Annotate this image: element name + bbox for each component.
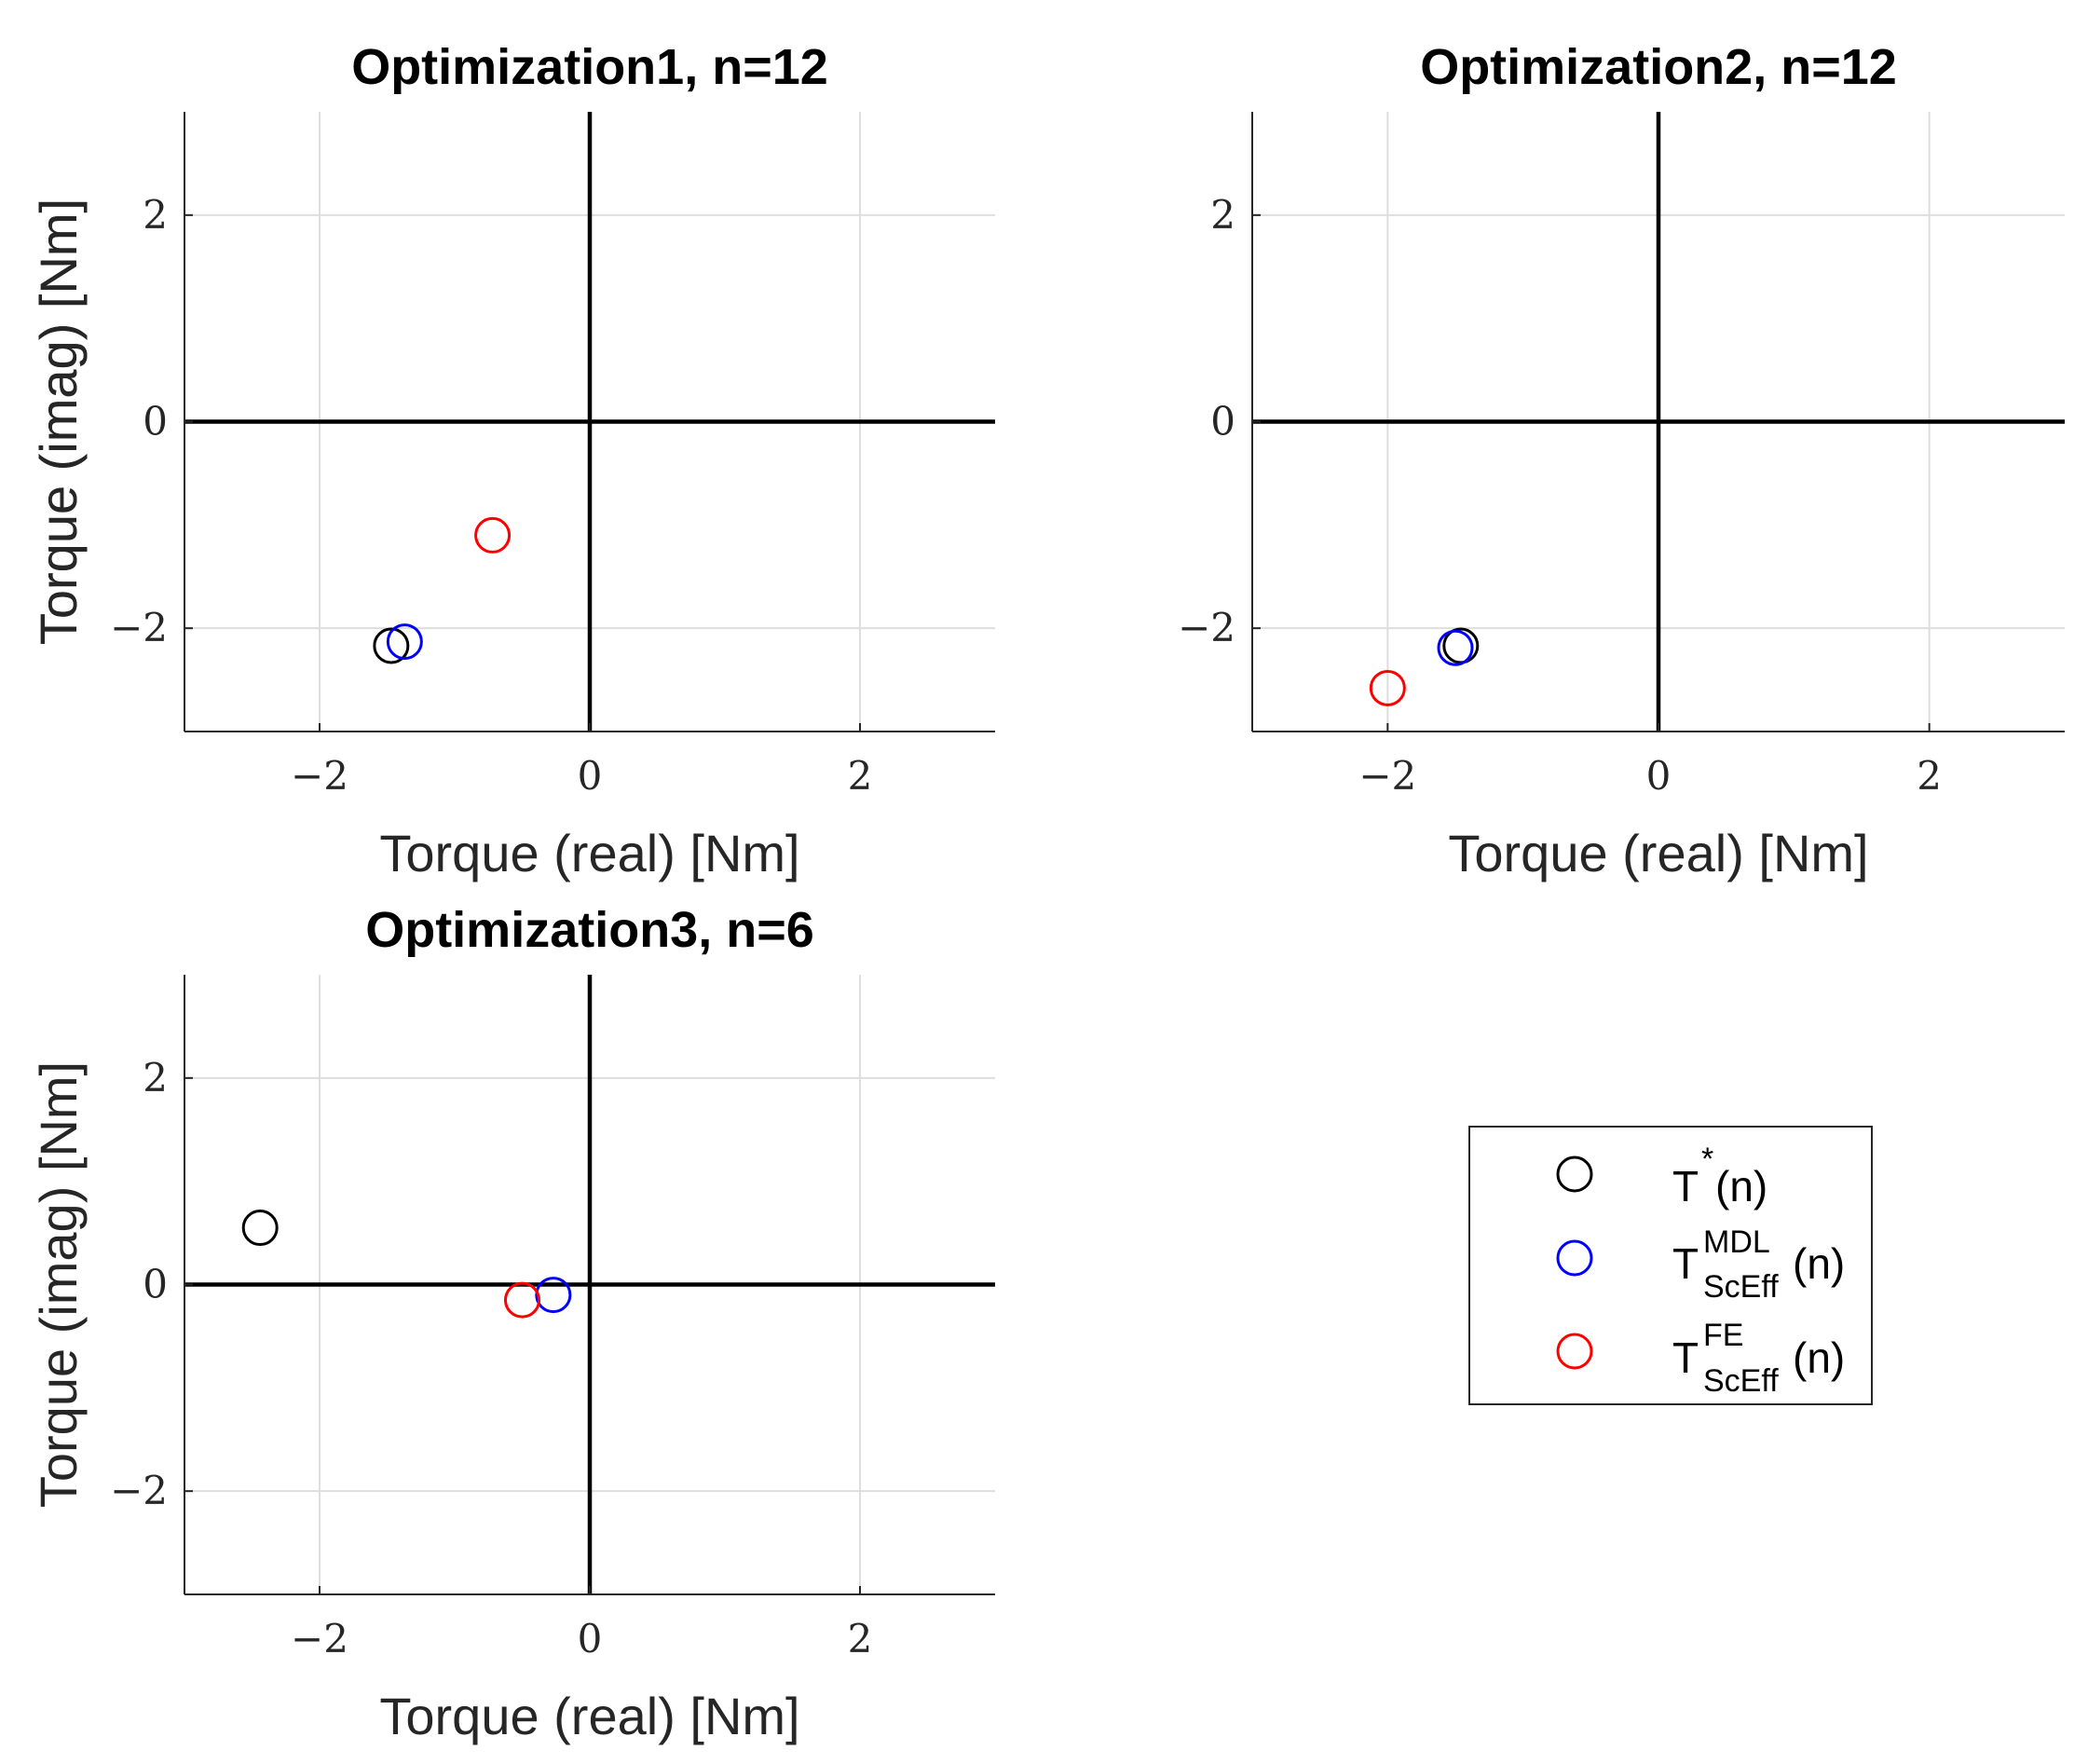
legend-text-sub: ScEff [1703, 1269, 1779, 1305]
data-point [504, 1281, 540, 1319]
legend: T * (n) T MDL ScEff (n) T FE ScEff (n) [1468, 1126, 1873, 1405]
x-tick-label: −2 [1358, 753, 1416, 799]
x-tick-label: 0 [1646, 753, 1672, 799]
subplot: −2 0 2 −2 0 2 Optimization3, n=6 Torque (real) … [29, 902, 995, 1745]
subplot: −2 0 2 −2 0 2 Optimization2, n=12 Torque (real)… [29, 39, 2065, 882]
legend-box [1468, 1126, 1873, 1405]
x-tick-label: 0 [578, 1616, 603, 1661]
data-point [474, 516, 512, 554]
y-axis-label: Torque (imag) [Nm] [29, 1061, 88, 1508]
chart-title: Optimization1, n=12 [351, 39, 828, 95]
legend-text-sub: ScEff [1703, 1363, 1779, 1399]
x-tick-label: 2 [1917, 753, 1942, 799]
data-point [535, 1277, 572, 1314]
y-tick-label: 0 [143, 399, 168, 444]
y-axis-label: Torque (imag) [Nm] [29, 198, 88, 645]
subplots: −2 0 2 −2 0 2 Optimization1, n=12 Torque (real)… [29, 39, 2065, 1745]
x-axis-label: Torque (real) [Nm] [379, 824, 799, 882]
x-tick-label: −2 [291, 1616, 348, 1661]
legend-entry: T MDL ScEff (n) [1556, 1224, 1845, 1305]
y-tick-label: 2 [143, 1055, 168, 1101]
x-tick-label: 2 [848, 753, 873, 799]
x-tick-label: −2 [291, 753, 348, 799]
data-point [373, 627, 410, 664]
legend-text-suffix: (n) [1793, 1333, 1845, 1382]
legend-entry: T * (n) [1556, 1142, 1767, 1210]
legend-text-sup: * [1701, 1142, 1713, 1177]
legend-marker [1556, 1155, 1593, 1193]
legend-marker [1556, 1333, 1593, 1370]
legend-text-sup: MDL [1703, 1224, 1770, 1260]
subplot: −2 0 2 −2 0 2 Optimization1, n=12 Torque (real)… [29, 39, 995, 882]
legend-text-suffix: (n) [1793, 1239, 1845, 1288]
data-point [1437, 629, 1474, 666]
chart-title: Optimization2, n=12 [1420, 39, 1897, 95]
x-axis-label: Torque (real) [Nm] [379, 1687, 799, 1745]
y-tick-label: 0 [143, 1262, 168, 1307]
y-tick-label: 2 [143, 192, 168, 238]
y-tick-label: 2 [1210, 192, 1235, 238]
y-tick-label: 0 [1210, 399, 1235, 444]
y-tick-label: −2 [1178, 605, 1235, 650]
legend-text-suffix: (n) [1715, 1162, 1767, 1210]
legend-text-sup: FE [1703, 1318, 1743, 1353]
data-point [1369, 669, 1406, 706]
legend-marker [1556, 1239, 1593, 1277]
data-point [241, 1210, 279, 1247]
data-point [386, 623, 423, 661]
y-axis-label: Torque (imag) [Nm] [29, 198, 88, 645]
legend-text-base: T [1672, 1333, 1699, 1382]
legend-text-base: T [1672, 1162, 1699, 1210]
y-tick-label: −2 [110, 605, 168, 650]
y-tick-label: −2 [110, 1468, 168, 1513]
legend-text-base: T [1672, 1239, 1699, 1288]
x-tick-label: 2 [848, 1616, 873, 1661]
chart-title: Optimization3, n=6 [365, 902, 814, 958]
legend-entry: T FE ScEff (n) [1556, 1318, 1845, 1399]
x-axis-label: Torque (real) [Nm] [1448, 824, 1868, 882]
x-tick-label: 0 [578, 753, 603, 799]
